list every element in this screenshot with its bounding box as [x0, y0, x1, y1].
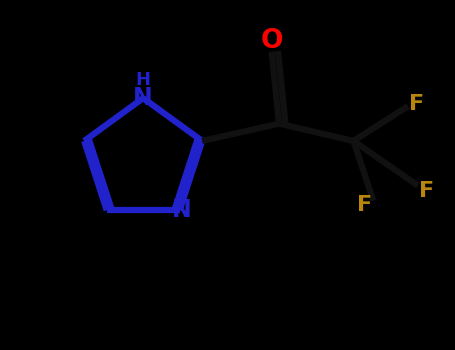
Text: F: F: [357, 195, 372, 216]
Text: N: N: [133, 86, 153, 110]
Text: N: N: [172, 198, 192, 222]
Text: F: F: [410, 94, 425, 114]
Text: F: F: [420, 181, 435, 201]
Text: O: O: [260, 28, 283, 54]
Text: H: H: [136, 71, 151, 89]
